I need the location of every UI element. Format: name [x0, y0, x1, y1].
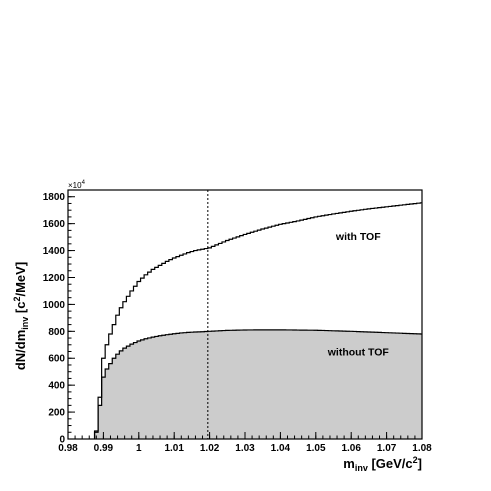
series-without-tof-fill [94, 329, 423, 439]
x-axis-unit-sup: 2 [413, 455, 418, 465]
y-axis-main: dN/dm [13, 330, 28, 370]
y-tick-label: 200 [48, 408, 65, 419]
y-tick-label: 1200 [43, 273, 66, 284]
x-tick-label: 1.03 [235, 443, 255, 454]
x-axis-unit-post: ] [418, 456, 422, 471]
series-with-tof-line [93, 202, 422, 439]
y-axis-unit-sup: 2 [12, 297, 22, 302]
y-scale-note: ×104 [68, 180, 86, 190]
x-tick-label: 1.01 [164, 443, 184, 454]
y-axis-title: dN/dminv [c2/MeV] [12, 262, 30, 370]
annotation-label: with TOF [335, 231, 381, 243]
x-tick-label: 1.04 [271, 443, 291, 454]
x-tick-label: 1.02 [200, 443, 220, 454]
y-tick-label: 1000 [43, 300, 66, 311]
x-tick-label: 1.06 [341, 443, 361, 454]
y-tick-label: 0 [59, 435, 65, 446]
y-axis-unit-pre: [c [13, 302, 28, 317]
y-tick-label: 1600 [43, 219, 66, 230]
x-tick-label: 1.08 [412, 443, 432, 454]
x-axis-sub: inv [355, 463, 368, 473]
y-axis-unit-post: /MeV] [13, 262, 28, 297]
annotation-label: without TOF [327, 347, 390, 359]
y-tick-label: 1400 [43, 246, 66, 257]
series-without-tof-line [93, 329, 422, 439]
x-tick-label: 1.07 [377, 443, 397, 454]
y-axis-ticks: 0 200 400 600 800 1000 1200 1400 1600 1800 [43, 189, 75, 446]
x-tick-label: 0.99 [94, 443, 114, 454]
annotations: with TOF without TOF [327, 231, 390, 359]
plot-area [67, 189, 423, 440]
y-scale-exp: 4 [82, 180, 86, 186]
y-scale-base: ×10 [68, 181, 82, 190]
x-axis-title: minv [GeV/c2] [343, 455, 422, 473]
y-tick-label: 600 [48, 354, 65, 365]
y-tick-label: 800 [48, 327, 65, 338]
y-tick-label: 400 [48, 381, 65, 392]
y-axis-sub: inv [20, 317, 30, 330]
y-tick-label: 1800 [43, 192, 66, 203]
x-tick-label: 1 [136, 443, 142, 454]
x-tick-label: 1.05 [306, 443, 326, 454]
x-axis-ticks: 0.98 0.99 1 1.01 1.02 1.03 1.04 1.05 1.06 1.07 1.0… [58, 432, 432, 454]
x-axis-main: m [343, 456, 355, 471]
x-axis-unit-pre: [GeV/c [368, 456, 413, 471]
x-tick-label: 0.98 [58, 443, 78, 454]
